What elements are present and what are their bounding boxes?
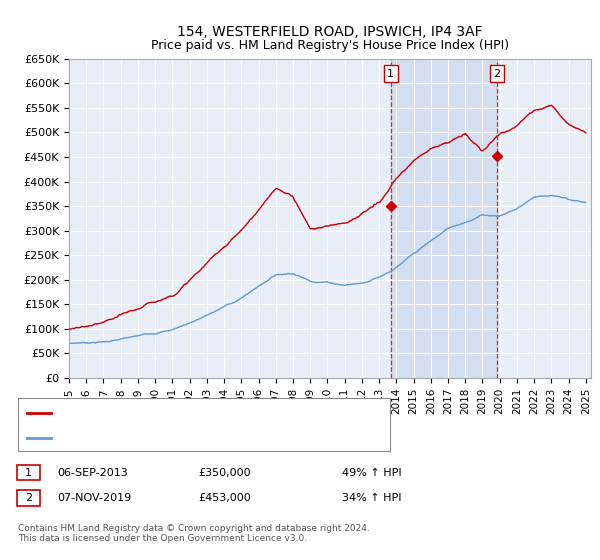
Text: 06-SEP-2013: 06-SEP-2013 — [57, 468, 128, 478]
Bar — [391, 59, 497, 378]
Text: HPI: Average price, detached house, Ipswich: HPI: Average price, detached house, Ipsw… — [55, 433, 287, 444]
Text: 1: 1 — [388, 68, 394, 78]
Text: Contains HM Land Registry data © Crown copyright and database right 2024.
This d: Contains HM Land Registry data © Crown c… — [18, 524, 370, 543]
Text: 1: 1 — [25, 468, 32, 478]
Text: 07-NOV-2019: 07-NOV-2019 — [57, 493, 131, 503]
Text: 154, WESTERFIELD ROAD, IPSWICH, IP4 3AF (detached house): 154, WESTERFIELD ROAD, IPSWICH, IP4 3AF … — [55, 408, 379, 418]
Text: 2: 2 — [494, 68, 500, 78]
Text: £350,000: £350,000 — [198, 468, 251, 478]
Text: 49% ↑ HPI: 49% ↑ HPI — [342, 468, 401, 478]
Text: £453,000: £453,000 — [198, 493, 251, 503]
Text: Price paid vs. HM Land Registry's House Price Index (HPI): Price paid vs. HM Land Registry's House … — [151, 39, 509, 52]
Text: 154, WESTERFIELD ROAD, IPSWICH, IP4 3AF: 154, WESTERFIELD ROAD, IPSWICH, IP4 3AF — [177, 25, 483, 39]
Text: 34% ↑ HPI: 34% ↑ HPI — [342, 493, 401, 503]
Text: 2: 2 — [25, 493, 32, 503]
